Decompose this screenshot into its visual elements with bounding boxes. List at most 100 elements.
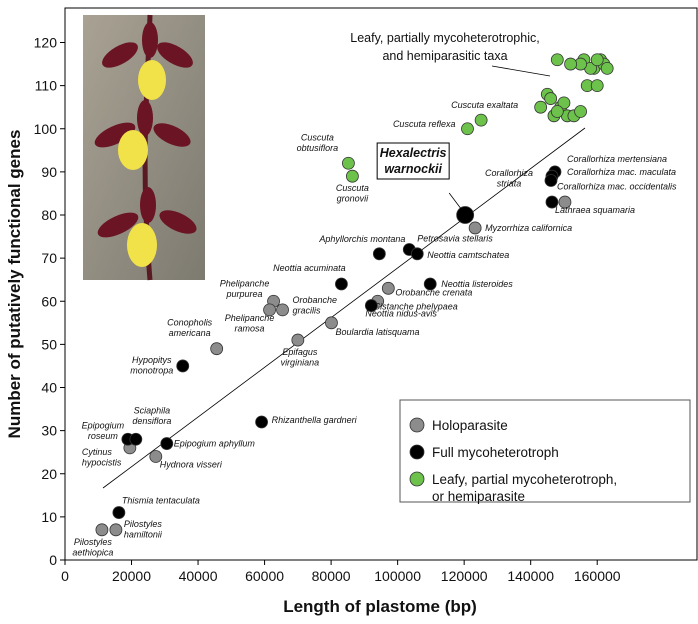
point-label: Myzorrhiza californica — [485, 223, 572, 233]
data-point — [210, 342, 224, 356]
data-point — [345, 169, 359, 183]
data-point — [109, 523, 123, 537]
point-label: Corallorhiza mac. occidentalis — [557, 182, 677, 192]
annotation-pointer — [491, 65, 551, 77]
data-point — [291, 333, 305, 347]
point-label: Neottia camtschatea — [427, 250, 509, 260]
point-label: Epipogium — [82, 420, 125, 430]
point-label: monotropa — [130, 365, 173, 375]
data-point — [176, 359, 190, 373]
point-label: Cuscuta reflexa — [393, 119, 456, 129]
point-label: obtusiflora — [297, 143, 339, 153]
legend-marker — [409, 417, 425, 433]
point-label: Cuscuta exaltata — [451, 100, 518, 110]
data-point — [574, 105, 587, 118]
y-tick-label: 70 — [41, 250, 57, 266]
photo — [83, 14, 205, 281]
data-point — [342, 156, 355, 170]
data-point — [550, 53, 564, 67]
data-point — [534, 100, 548, 114]
point-label: americana — [169, 328, 211, 338]
data-point — [456, 206, 475, 224]
point-label: Neottia acuminata — [273, 263, 346, 273]
point-label: gracilis — [293, 305, 322, 315]
point-label: roseum — [88, 431, 119, 441]
x-tick-label: 20000 — [112, 568, 151, 584]
data-point — [160, 437, 174, 450]
point-label: Conopholis — [167, 318, 213, 328]
y-tick-label: 90 — [41, 164, 57, 180]
data-point — [461, 122, 474, 136]
data-point — [550, 105, 564, 118]
data-point — [564, 57, 577, 71]
trend-line — [102, 127, 586, 489]
legend-label: Full mycoheterotroph — [432, 445, 559, 460]
data-point — [544, 174, 558, 187]
data-point — [335, 277, 348, 291]
y-tick-label: 120 — [34, 35, 58, 51]
data-point — [112, 506, 126, 519]
data-point — [410, 247, 424, 261]
data-point — [364, 299, 378, 312]
point-label: Rhizanthella gardneri — [272, 415, 358, 425]
data-point — [381, 281, 395, 295]
legend — [399, 399, 691, 503]
x-tick-label: 140000 — [507, 568, 554, 584]
point-label: gronovii — [337, 194, 370, 204]
legend-marker — [409, 444, 425, 460]
point-label: Phelipanche — [225, 313, 275, 323]
plot-frame — [64, 7, 698, 561]
point-label: Cytinus — [82, 447, 113, 457]
point-label: Epifagus — [282, 347, 318, 357]
point-label: Sciaphila — [134, 405, 171, 415]
data-point — [545, 195, 559, 209]
legend-marker — [409, 471, 425, 487]
data-point — [468, 221, 482, 235]
data-point — [423, 277, 437, 291]
x-axis-label: Length of plastome (bp) — [283, 597, 477, 616]
point-label: Corallorhiza mac. maculata — [567, 167, 676, 177]
x-tick-label: 0 — [61, 568, 69, 584]
point-label: virginiana — [281, 358, 320, 368]
point-label: Epipogium aphyllum — [174, 439, 256, 449]
data-point — [557, 96, 571, 110]
point-label: aethiopica — [72, 547, 113, 557]
point-label: hamiltonii — [124, 529, 163, 539]
point-label: Neottia nidus-avis — [365, 309, 437, 319]
y-tick-label: 110 — [35, 78, 58, 94]
y-tick-label: 30 — [41, 423, 57, 439]
data-point — [149, 450, 163, 463]
y-tick-label: 100 — [34, 121, 58, 137]
point-label: Pilostyles — [74, 537, 113, 547]
point-label: Boulardia latisquama — [335, 327, 419, 337]
data-point — [276, 303, 289, 317]
y-tick-label: 10 — [41, 509, 57, 525]
data-point — [263, 303, 276, 317]
y-tick-label: 50 — [41, 336, 57, 352]
data-point — [474, 113, 488, 127]
point-label: densiflora — [132, 416, 171, 426]
data-point — [129, 432, 143, 446]
data-point — [590, 53, 604, 67]
data-point — [558, 195, 572, 209]
point-label: Lathraea squamaria — [555, 205, 635, 215]
y-tick-label: 60 — [41, 293, 57, 309]
y-tick-label: 0 — [49, 552, 57, 568]
y-tick-label: 80 — [41, 207, 57, 223]
point-label: Thismia tentaculata — [122, 496, 200, 506]
y-axis-label: Number of putatively functional genes — [5, 130, 24, 439]
point-label: Hypopitys — [132, 355, 172, 365]
point-label: ramosa — [235, 323, 265, 333]
point-label: Hexalectris — [380, 146, 447, 160]
point-label: hypocistis — [82, 457, 122, 467]
x-tick-label: 40000 — [179, 568, 218, 584]
point-label: Orobanche crenata — [395, 287, 472, 297]
point-label: Aphyllorchis montana — [318, 234, 405, 244]
annotation: and hemiparasitic taxa — [382, 49, 507, 63]
point-label: Cuscuta — [336, 183, 369, 193]
point-label: Phelipanche — [220, 278, 270, 288]
point-label: Hydnora visseri — [160, 460, 223, 470]
x-tick-label: 60000 — [245, 568, 284, 584]
x-tick-label: 80000 — [312, 568, 351, 584]
